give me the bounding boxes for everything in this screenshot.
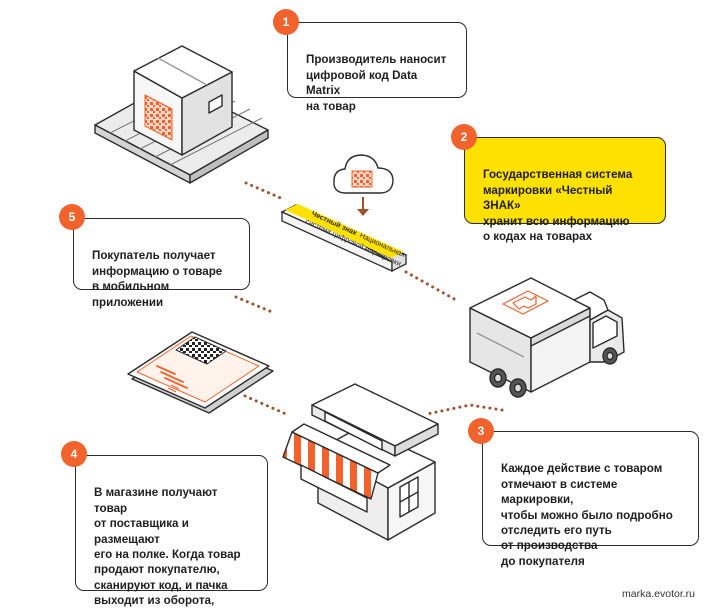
step-4-text: В магазине получают товар от поставщика … <box>94 486 241 608</box>
step-1-box: Производитель наносит цифровой код Data … <box>287 22 467 113</box>
marking-system-bar: Честный знак Национальная система цифров… <box>280 204 408 273</box>
footer-source-link[interactable]: marka.evotor.ru <box>622 588 695 600</box>
cloud-data-icon <box>333 154 394 216</box>
step-4-box: В магазине получают товар от поставщика … <box>75 455 268 607</box>
store-icon <box>282 383 439 541</box>
step-5-text: Покупатель получает информацию о товаре … <box>92 249 223 309</box>
step-1-text: Производитель наносит цифровой код Data … <box>306 53 447 113</box>
truck-icon <box>469 277 625 398</box>
step-2-box: Государственная система маркировки «Чест… <box>464 137 666 243</box>
step-3-text: Каждое действие с товаром отмечают в сис… <box>501 462 673 568</box>
step-1-badge: 1 <box>273 9 299 35</box>
box-on-conveyor-icon <box>94 45 269 184</box>
step-5-badge: 5 <box>59 204 85 230</box>
step-2-text: Государственная система маркировки «Чест… <box>483 168 633 244</box>
step-3-box: Каждое действие с товаром отмечают в сис… <box>482 431 699 568</box>
connector-lines <box>234 181 504 416</box>
step-5-box: Покупатель получает информацию о товаре … <box>73 218 250 309</box>
step-2-badge: 2 <box>451 124 477 150</box>
step-4-badge: 4 <box>61 441 87 467</box>
step-3-badge: 3 <box>468 418 494 444</box>
smartphone-icon <box>127 331 274 414</box>
